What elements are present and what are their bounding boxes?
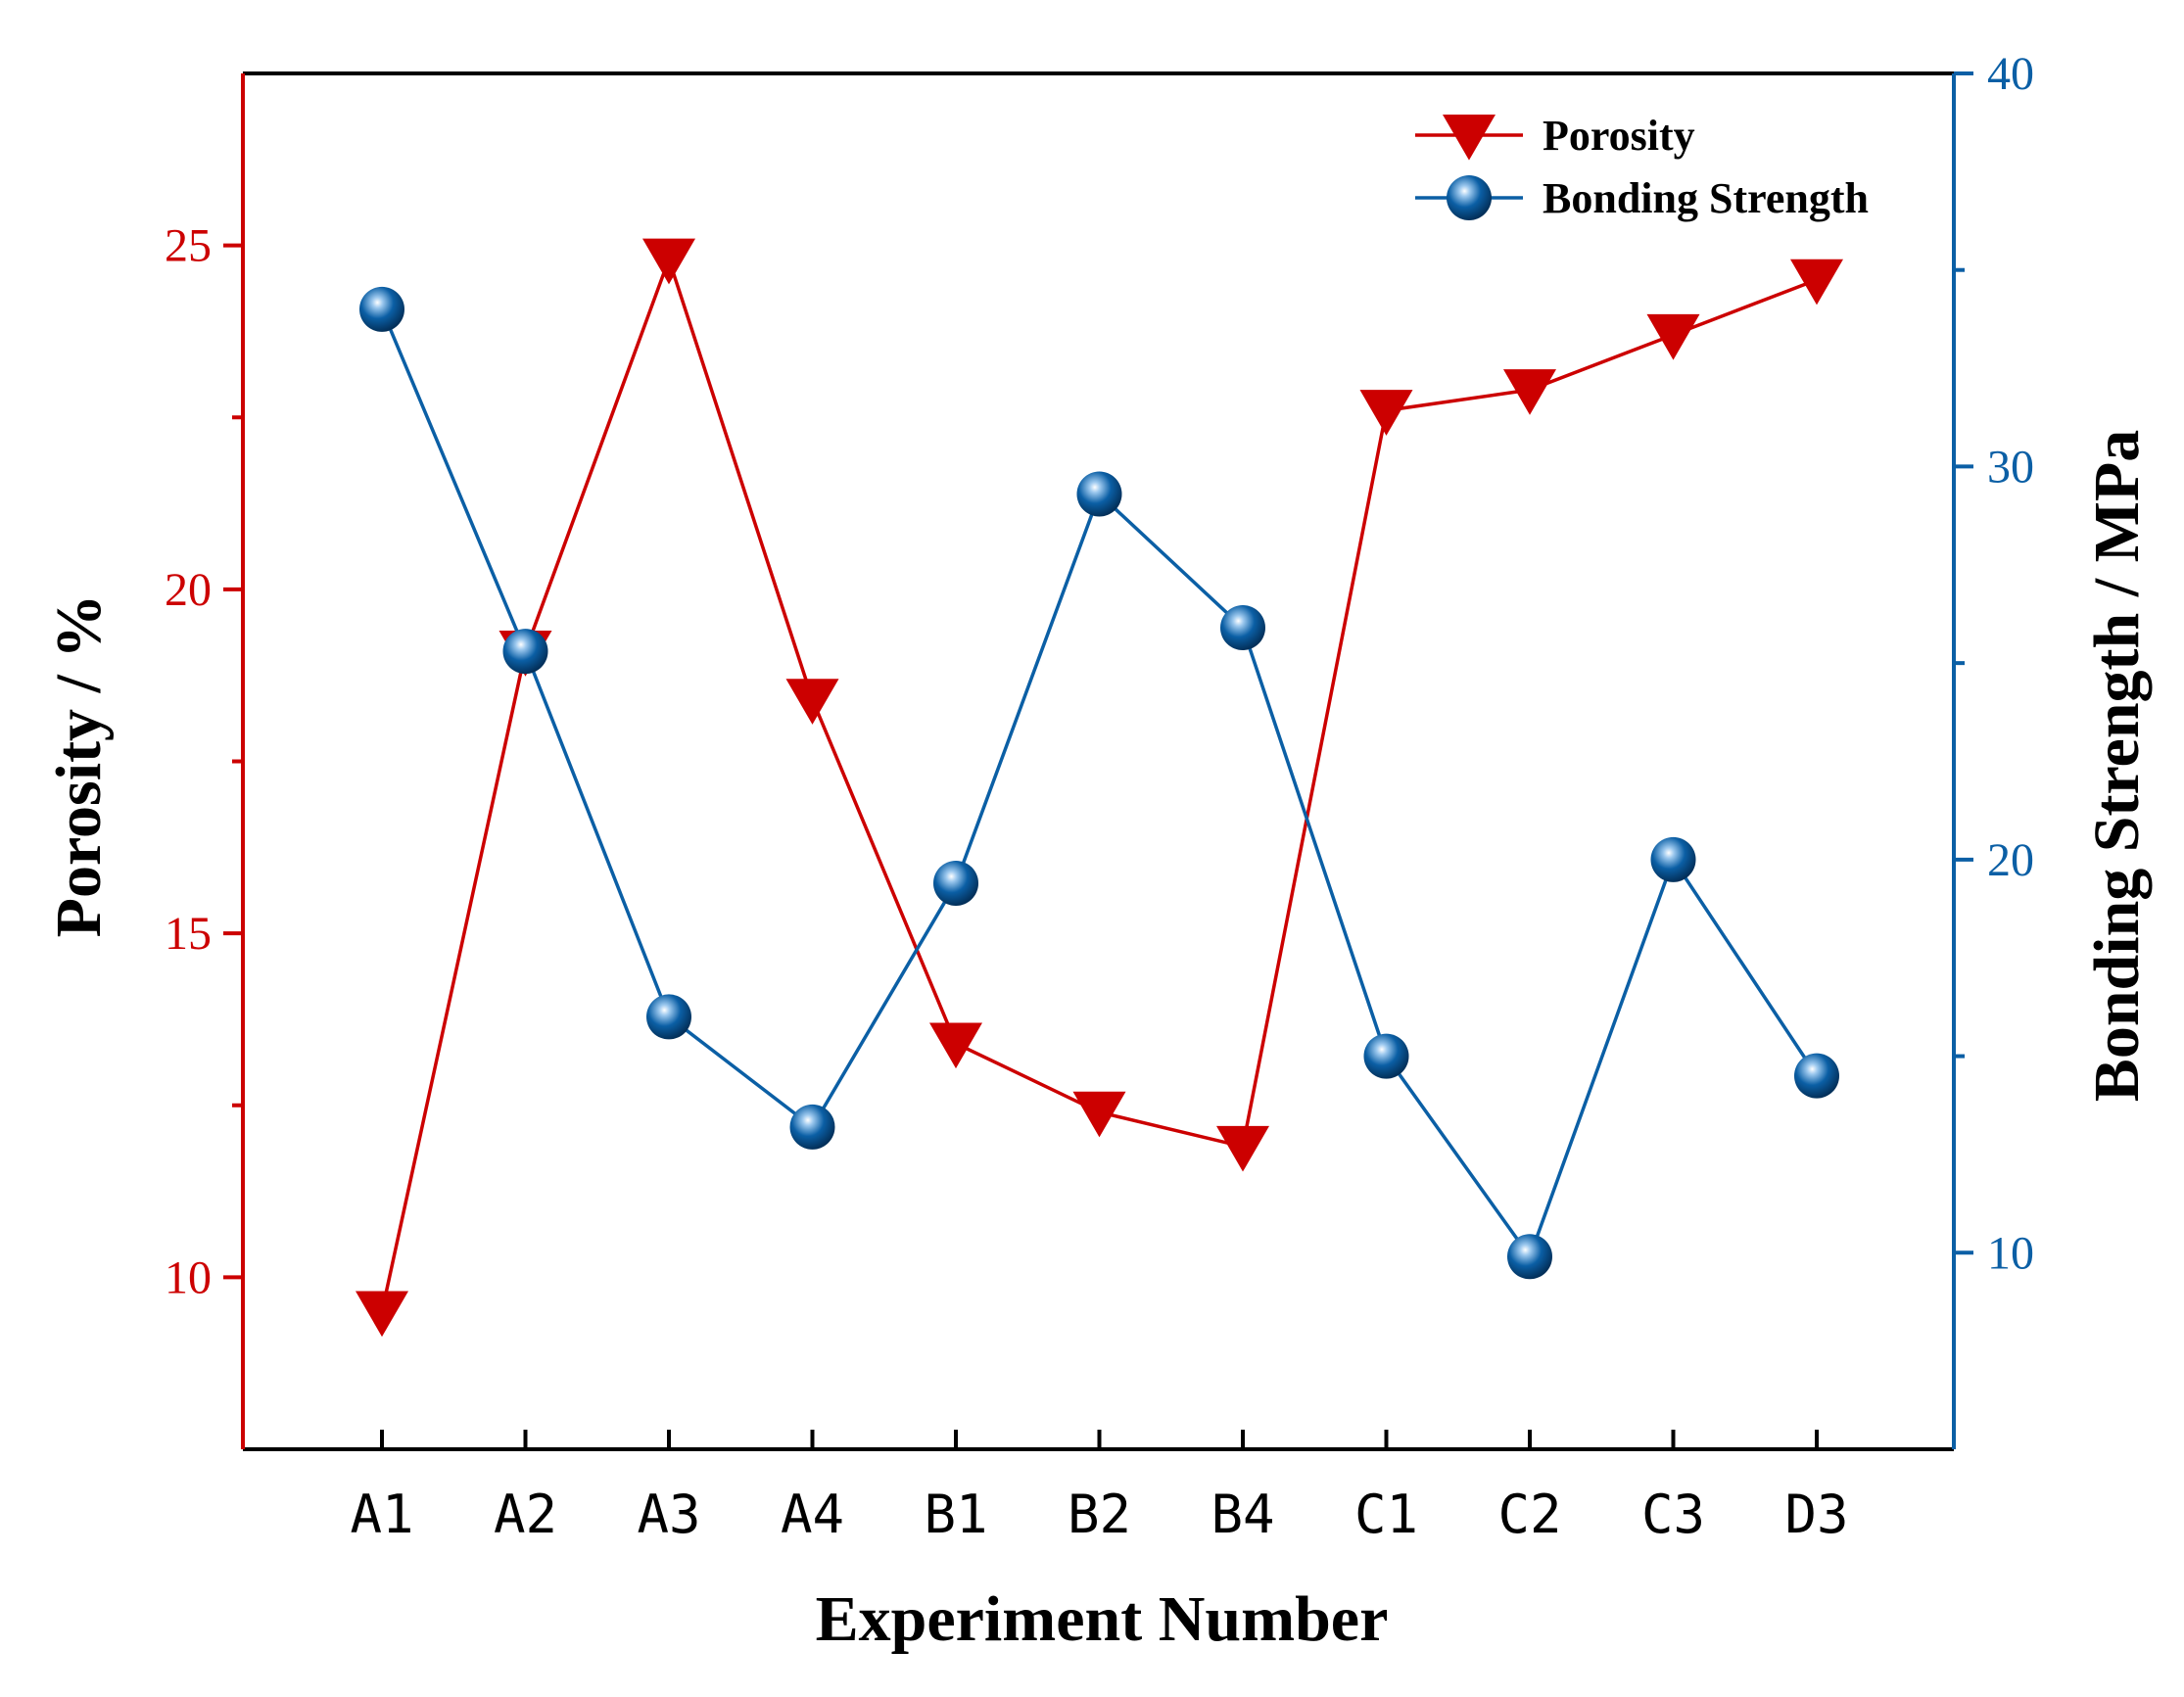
left-y-axis-title: Porosity / % (43, 594, 115, 938)
bonding-strength-point (1794, 1053, 1839, 1099)
x-tick-label: A3 (637, 1484, 700, 1545)
porosity-point (356, 1291, 408, 1338)
legend-bonding-label: Bonding Strength (1543, 174, 1869, 222)
legend: Porosity Bonding Strength (1415, 112, 1869, 222)
right-tick-label: 10 (1987, 1227, 2034, 1279)
x-tick-label: A1 (350, 1484, 413, 1545)
right-tick-label: 30 (1987, 441, 2034, 493)
left-tick-label: 10 (165, 1251, 212, 1303)
porosity-point (1072, 1091, 1126, 1138)
bonding-strength-point (1220, 605, 1265, 651)
porosity-line (380, 254, 1818, 1312)
bonding-strength-point (789, 1104, 835, 1150)
porosity-point (1790, 259, 1843, 306)
legend-bonding-marker (1447, 175, 1492, 220)
x-tick-label: C2 (1497, 1484, 1561, 1545)
x-tick-label: B4 (1211, 1484, 1274, 1545)
x-tick-label: A2 (494, 1484, 557, 1545)
bonding-strength-point (359, 286, 404, 332)
bonding-strength-point (646, 994, 691, 1040)
axes-group: 10 15 20 25 10 20 30 40 A1 A2 A3 A4 B1 B2 B4 C1 C2 C3 D3 (165, 48, 2034, 1545)
left-tick-label: 20 (165, 564, 212, 616)
porosity-point (1216, 1125, 1269, 1172)
legend-porosity-marker (1443, 114, 1496, 161)
x-tick-label: C3 (1641, 1484, 1705, 1545)
x-tick-label: A4 (781, 1484, 844, 1545)
porosity-point (1359, 390, 1413, 436)
porosity-point (929, 1022, 982, 1069)
x-tick-label: B1 (924, 1484, 987, 1545)
bonding-strength-point (1076, 471, 1122, 517)
porosity-point (642, 238, 695, 285)
x-axis-title: Experiment Number (816, 1583, 1389, 1655)
right-tick-label: 40 (1987, 48, 2034, 100)
bonding-strength-point (933, 860, 978, 906)
x-tick-label: B2 (1068, 1484, 1131, 1545)
bonding-strength-point (1507, 1234, 1552, 1280)
bonding-strength-point (1650, 836, 1696, 882)
x-tick-label: D3 (1784, 1484, 1848, 1545)
right-y-axis-title: Bonding Strength / MPa (2081, 430, 2153, 1102)
porosity-point (785, 679, 839, 725)
bonding-strength-point (1363, 1033, 1409, 1079)
series-group (356, 238, 1843, 1338)
legend-porosity-label: Porosity (1543, 112, 1695, 160)
x-tick-label: C1 (1354, 1484, 1418, 1545)
porosity-point (1646, 313, 1700, 360)
left-tick-label: 25 (165, 220, 212, 272)
bonding-strength-point (502, 629, 548, 675)
right-tick-label: 20 (1987, 834, 2034, 886)
left-tick-label: 15 (165, 908, 212, 960)
porosity-point (1503, 369, 1556, 415)
